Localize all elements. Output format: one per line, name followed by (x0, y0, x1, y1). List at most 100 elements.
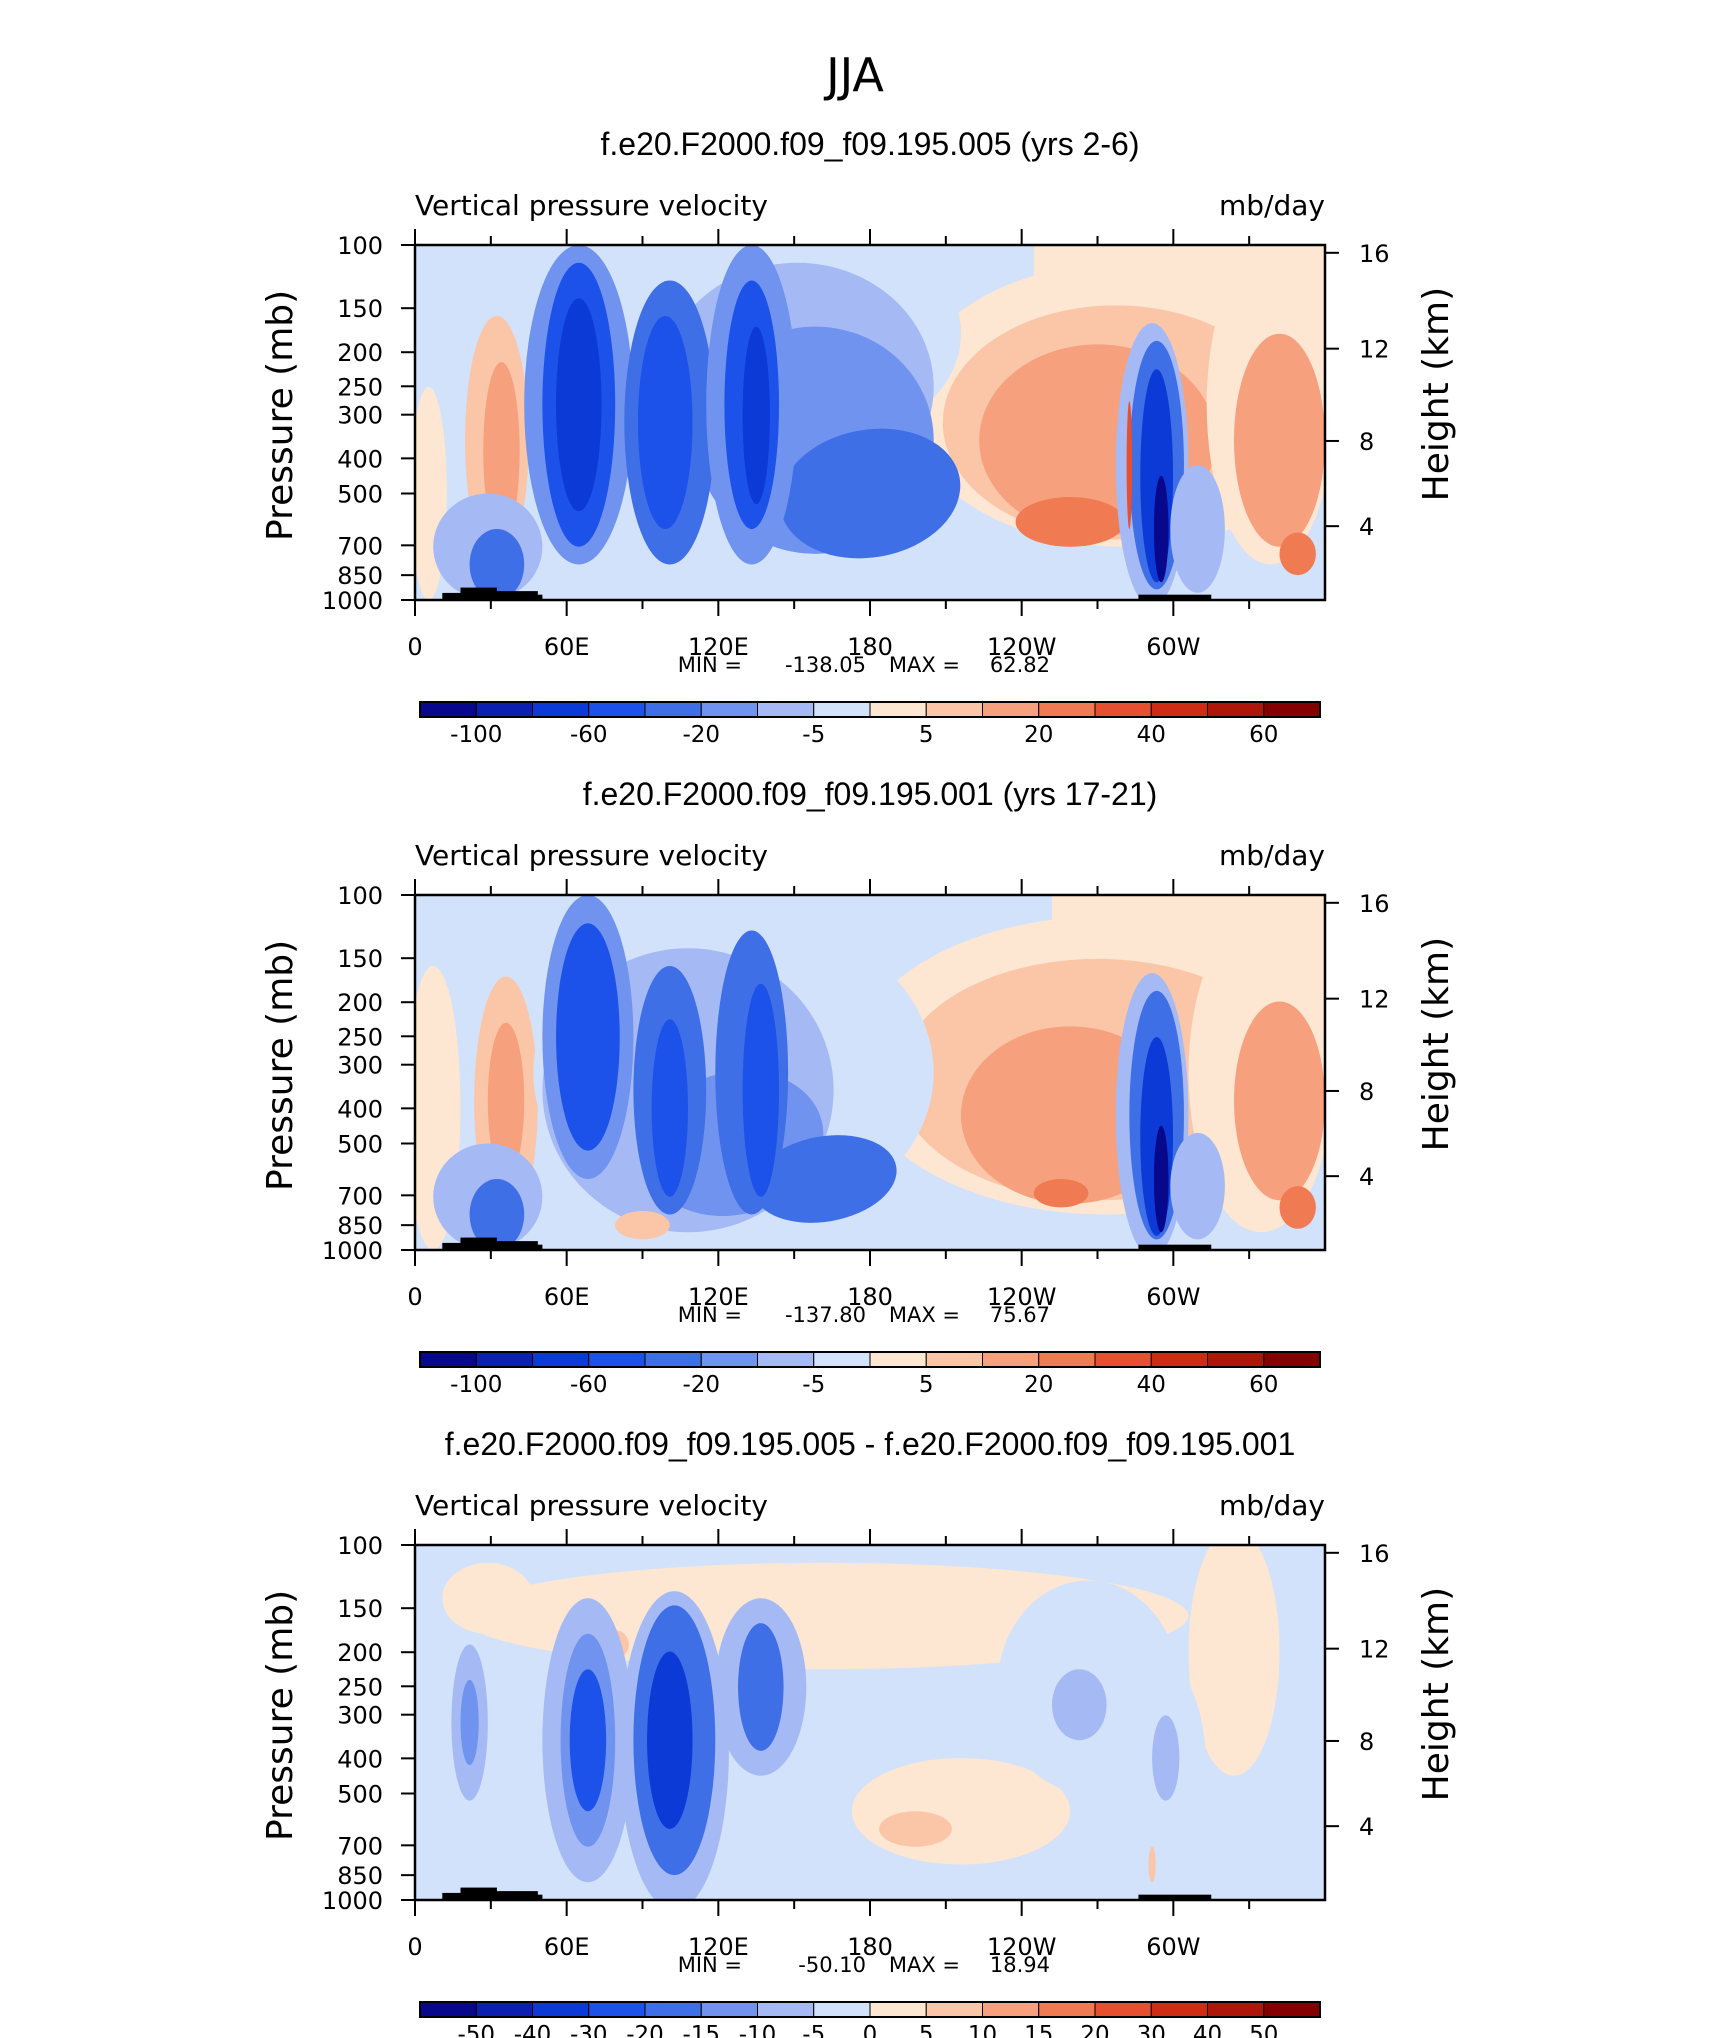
pressure-tick-label: 300 (337, 1052, 383, 1080)
pressure-tick-label: 700 (337, 1182, 383, 1210)
colorbar-swatch (475, 1351, 533, 1368)
pressure-tick-label: 150 (337, 945, 383, 973)
contour-region (1153, 1125, 1169, 1233)
colorbar-swatch (475, 2001, 533, 2018)
pressure-tick-label: 850 (337, 562, 383, 590)
pressure-tick-label: 500 (337, 1131, 383, 1159)
colorbar-swatch (588, 701, 646, 718)
colorbar-label: -20 (682, 1372, 720, 1398)
colorbar-swatch (532, 701, 590, 718)
pressure-tick-label: 250 (337, 373, 383, 401)
colorbar-swatch (869, 2001, 927, 2018)
topography (528, 594, 543, 600)
colorbar-label: -20 (626, 2022, 664, 2038)
contour-field (415, 245, 1325, 600)
colorbar-swatch (925, 1351, 983, 1368)
contour-region (1148, 1846, 1156, 1883)
lon-tick-label: 120W (987, 1283, 1057, 1311)
contour-region (1170, 1132, 1225, 1240)
contour-region (1152, 1715, 1180, 1801)
lon-tick-label: 60W (1146, 1933, 1200, 1961)
chart-panel-2: f.e20.F2000.f09_f09.195.001 (yrs 17-21) V… (260, 776, 1457, 1398)
colorbar-label: 5 (919, 1372, 934, 1398)
colorbar-label: 5 (919, 722, 934, 748)
topography (483, 1891, 538, 1900)
colorbar-label: 40 (1137, 722, 1166, 748)
max-value: 62.82 (990, 653, 1050, 677)
min-label: MIN = (678, 1303, 742, 1327)
topography (483, 1241, 538, 1250)
pressure-tick-label: 250 (337, 1673, 383, 1701)
lon-tick-label: 60E (544, 633, 590, 661)
colorbar-swatch (588, 2001, 646, 2018)
colorbar-swatch (1207, 701, 1265, 718)
height-tick-label: 4 (1359, 513, 1374, 541)
colorbar-label: 40 (1193, 2022, 1222, 2038)
colorbar-swatch (925, 2001, 983, 2018)
colorbar-label: -20 (682, 722, 720, 748)
topography (528, 1244, 543, 1250)
colorbar-label: 15 (1024, 2022, 1053, 2038)
colorbar-label: -40 (514, 2022, 552, 2038)
pressure-tick-label: 150 (337, 295, 383, 323)
contour-region (469, 1179, 525, 1250)
colorbar-label: 60 (1249, 722, 1278, 748)
lon-tick-label: 120E (688, 633, 749, 661)
lon-tick-label: 0 (407, 1933, 422, 1961)
min-label: MIN = (678, 653, 742, 677)
figure-title: JJA (823, 48, 884, 102)
colorbar-swatch (757, 1351, 815, 1368)
contour-field (415, 1545, 1325, 1900)
topography (528, 1894, 543, 1900)
colorbar-swatch (869, 1351, 927, 1368)
colorbar-label: -5 (802, 2022, 825, 2038)
colorbar-frame (419, 701, 1321, 718)
colorbar-swatch (1038, 2001, 1096, 2018)
variable-label: Vertical pressure velocity (415, 1489, 768, 1522)
colorbar-label: -50 (457, 2022, 495, 2038)
colorbar-swatch (813, 2001, 871, 2018)
colorbar-frame (419, 1351, 1321, 1368)
colorbar-swatch (757, 2001, 815, 2018)
colorbar-swatch (532, 1351, 590, 1368)
topography (1138, 1894, 1212, 1900)
pressure-tick-label: 200 (337, 989, 383, 1017)
colorbar-swatch (532, 2001, 590, 2018)
panel-title: f.e20.F2000.f09_f09.195.001 (yrs 17-21) (583, 776, 1158, 812)
colorbar-swatch (700, 2001, 758, 2018)
max-value: 18.94 (990, 1953, 1050, 1977)
colorbar-swatch (700, 1351, 758, 1368)
pressure-tick-label: 400 (337, 1095, 383, 1123)
colorbar-swatch (419, 1351, 477, 1368)
colorbar-swatch (644, 2001, 702, 2018)
contour-region (742, 983, 779, 1197)
y-axis-label: Pressure (mb) (260, 290, 301, 541)
colorbar-swatch (982, 701, 1040, 718)
pressure-tick-label: 500 (337, 1781, 383, 1809)
max-label: MAX = (889, 1303, 960, 1327)
colorbar-swatch (1038, 1351, 1096, 1368)
colorbar-label: -100 (450, 1372, 502, 1398)
colorbar-swatch (813, 701, 871, 718)
lon-tick-label: 60E (544, 1933, 590, 1961)
contour-region (1052, 1669, 1107, 1741)
panel-title: f.e20.F2000.f09_f09.195.005 - f.e20.F200… (445, 1426, 1295, 1462)
lon-tick-label: 180 (847, 1283, 893, 1311)
colorbar-label: 60 (1249, 1372, 1278, 1398)
colorbar-frame (419, 2001, 1321, 2018)
lon-tick-label: 0 (407, 633, 422, 661)
colorbar-swatch (1150, 1351, 1208, 1368)
height-tick-label: 8 (1359, 428, 1374, 456)
colorbar-label: 5 (919, 2022, 934, 2038)
pressure-tick-label: 100 (337, 232, 383, 260)
topography (483, 591, 538, 600)
colorbar-label: -30 (570, 2022, 608, 2038)
colorbar-label: 20 (1024, 1372, 1053, 1398)
contour-region (569, 1669, 607, 1812)
pressure-tick-label: 250 (337, 1023, 383, 1051)
units-label: mb/day (1219, 1489, 1325, 1522)
pressure-tick-label: 100 (337, 1532, 383, 1560)
contour-region (1015, 497, 1125, 547)
contour-region (879, 1811, 952, 1847)
height-tick-label: 4 (1359, 1813, 1374, 1841)
